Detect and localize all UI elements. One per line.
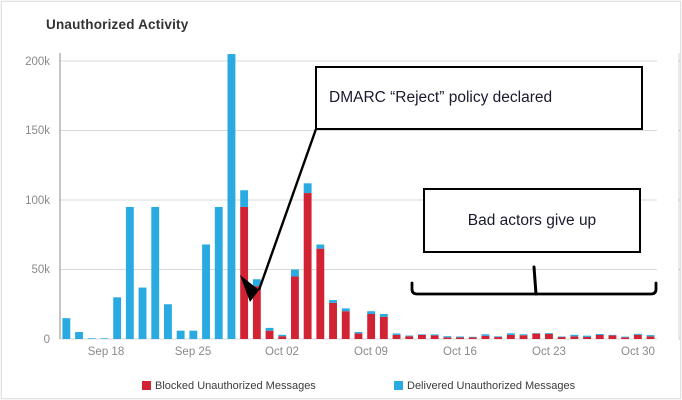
svg-text:200k: 200k xyxy=(25,56,50,68)
svg-text:Sep 18: Sep 18 xyxy=(88,346,124,358)
svg-text:Oct 30: Oct 30 xyxy=(621,346,655,358)
svg-text:Oct 16: Oct 16 xyxy=(443,346,477,358)
svg-text:150k: 150k xyxy=(25,125,50,137)
svg-text:Oct 09: Oct 09 xyxy=(354,346,388,358)
svg-text:100k: 100k xyxy=(25,195,50,207)
svg-text:Sep 25: Sep 25 xyxy=(175,346,211,358)
svg-text:Oct 02: Oct 02 xyxy=(265,346,299,358)
svg-text:Oct 23: Oct 23 xyxy=(532,346,566,358)
svg-text:50k: 50k xyxy=(31,264,50,276)
svg-text:0: 0 xyxy=(44,334,50,346)
